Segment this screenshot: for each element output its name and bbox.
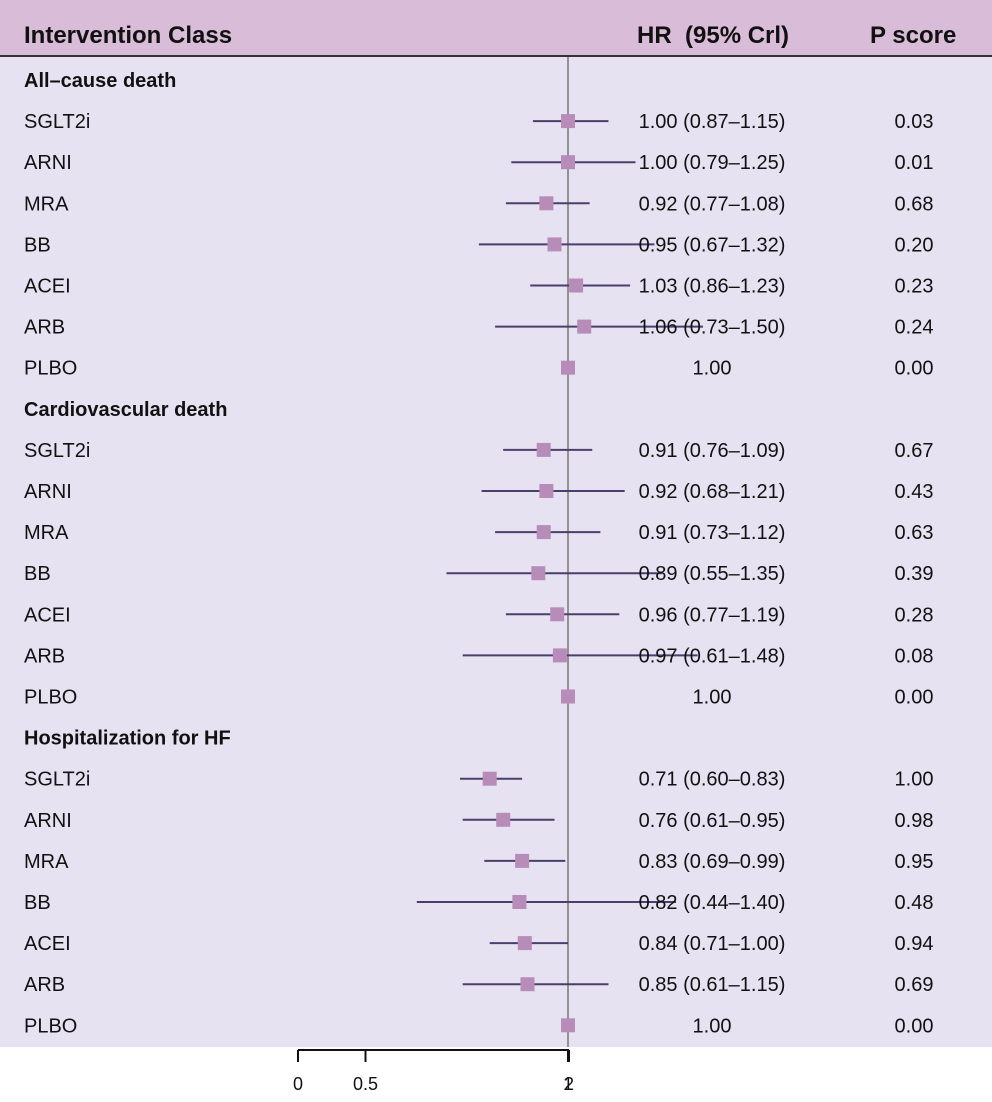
p-score-value: 0.23 [895,276,934,298]
row-label: SGLT2i [24,769,90,791]
hr-marker [561,360,575,375]
hr-value: 1.03 (0.86–1.23) [639,276,786,298]
row-label: ARB [24,974,65,996]
hr-value: 0.89 (0.55–1.35) [639,563,786,585]
row-label: MRA [24,193,69,215]
row-label: BB [24,892,51,914]
hr-value: 0.95 (0.67–1.32) [639,234,786,256]
hr-value: 0.84 (0.71–1.00) [639,933,786,955]
hr-value: 0.92 (0.68–1.21) [639,481,786,503]
hr-value: 0.76 (0.61–0.95) [639,810,786,832]
row-label: SGLT2i [24,111,90,133]
p-score-value: 0.39 [895,563,934,585]
row-label: ACEI [24,276,71,298]
hr-marker [561,114,575,129]
hr-value: 0.96 (0.77–1.19) [639,604,786,626]
p-score-value: 0.00 [895,687,934,709]
hr-value: 0.83 (0.69–0.99) [639,851,786,873]
hr-marker [531,566,546,581]
row-label: ARNI [24,481,72,503]
hr-marker [482,771,497,786]
x-tick-label: 0.5 [353,1074,378,1094]
table-header: Intervention Class HR (95% Crl) P score [0,0,992,57]
hr-value: 0.92 (0.77–1.08) [639,193,786,215]
p-score-value: 0.08 [895,645,934,667]
hr-value: 0.91 (0.76–1.09) [639,440,786,462]
p-score-value: 0.68 [895,193,934,215]
hr-marker [552,648,567,663]
p-score-value: 0.63 [895,522,934,544]
header-p-score: P score [870,22,957,49]
group-title: All–cause death [24,70,176,92]
plot-background [0,0,992,1047]
hr-marker [561,689,575,704]
hr-value: 1.00 [693,687,732,709]
hr-marker [496,812,511,827]
row-label: ARB [24,317,65,339]
row-label: ACEI [24,933,71,955]
p-score-value: 0.24 [895,317,934,339]
hr-marker [520,977,535,992]
hr-marker [561,1018,575,1033]
hr-value: 1.00 [693,1015,732,1037]
hr-marker [536,442,551,457]
p-score-value: 0.00 [895,1015,934,1037]
hr-value: 1.00 (0.79–1.25) [639,152,786,174]
hr-marker [515,853,530,868]
p-score-value: 0.00 [895,358,934,380]
row-label: ACEI [24,604,71,626]
p-score-value: 0.28 [895,604,934,626]
hr-marker [561,155,575,170]
row-label: BB [24,234,51,256]
x-tick-label: 2 [564,1074,574,1094]
hr-marker [539,484,554,498]
hr-value: 1.00 (0.87–1.15) [639,111,786,133]
hr-value: 0.71 (0.60–0.83) [639,769,786,791]
row-label: ARNI [24,810,72,832]
hr-marker [536,525,551,540]
row-label: PLBO [24,358,77,380]
row-label: BB [24,563,51,585]
row-label: MRA [24,851,69,873]
p-score-value: 0.95 [895,851,934,873]
group-title: Cardiovascular death [24,399,227,421]
row-label: SGLT2i [24,440,90,462]
hr-value: 1.00 [693,358,732,380]
hr-value: 0.97 (0.61–1.48) [639,645,786,667]
hr-marker [547,237,562,252]
hr-marker [550,607,565,622]
hr-marker [512,895,527,909]
row-label: ARB [24,645,65,667]
row-label: ARNI [24,152,72,174]
group-title: Hospitalization for HF [24,728,231,750]
hr-marker [569,278,584,293]
p-score-value: 0.20 [895,234,934,256]
row-label: MRA [24,522,69,544]
hr-value: 0.82 (0.44–1.40) [639,892,786,914]
p-score-value: 0.43 [895,481,934,503]
hr-value: 1.06 (0.73–1.50) [639,317,786,339]
hr-marker [539,196,554,211]
hr-value: 0.91 (0.73–1.12) [639,522,786,544]
row-label: PLBO [24,687,77,709]
x-tick-label: 1 [563,1074,573,1094]
header-intervention-class: Intervention Class [24,22,233,49]
hr-marker [577,319,592,334]
hr-marker [517,936,532,951]
x-tick-label: 0 [293,1074,303,1094]
p-score-value: 0.98 [895,810,934,832]
row-label: PLBO [24,1015,77,1037]
p-score-value: 0.94 [895,933,934,955]
p-score-value: 0.69 [895,974,934,996]
p-score-value: 1.00 [895,769,934,791]
p-score-value: 0.03 [895,111,934,133]
p-score-value: 0.67 [895,440,934,462]
p-score-value: 0.01 [895,152,934,174]
hr-value: 0.85 (0.61–1.15) [639,974,786,996]
p-score-value: 0.48 [895,892,934,914]
header-hr-crl: HR (95% Crl) [637,22,790,49]
